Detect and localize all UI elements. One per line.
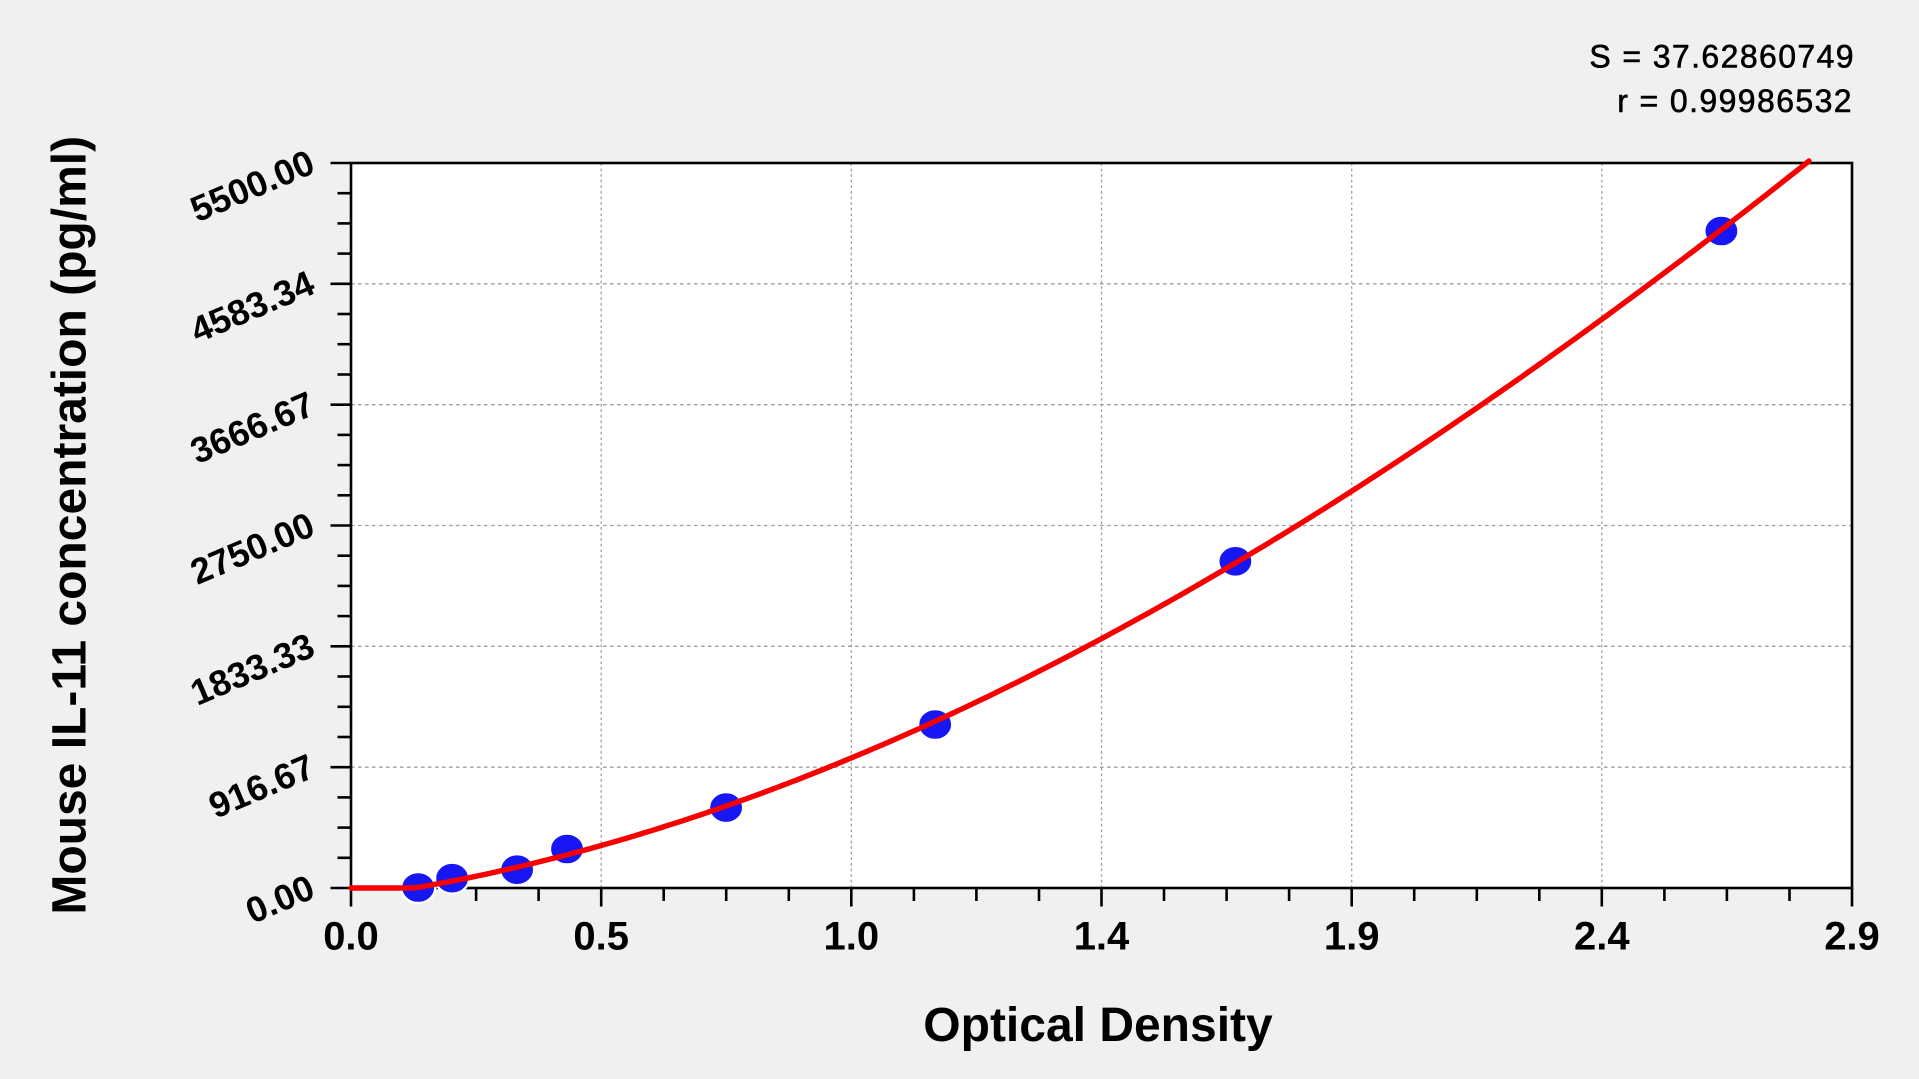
svg-text:Optical Density: Optical Density bbox=[923, 999, 1273, 1052]
svg-text:r = 0.99986532: r = 0.99986532 bbox=[1617, 83, 1853, 119]
svg-text:0.0: 0.0 bbox=[323, 915, 379, 959]
svg-text:2.9: 2.9 bbox=[1824, 915, 1880, 959]
svg-text:0.5: 0.5 bbox=[573, 915, 629, 959]
svg-text:2.4: 2.4 bbox=[1574, 915, 1630, 959]
svg-text:S = 37.62860749: S = 37.62860749 bbox=[1589, 39, 1855, 75]
svg-text:Mouse IL-11 concentration (pg/: Mouse IL-11 concentration (pg/ml) bbox=[44, 136, 97, 915]
svg-text:1.0: 1.0 bbox=[823, 915, 879, 959]
svg-text:1.4: 1.4 bbox=[1074, 915, 1130, 959]
svg-text:1.9: 1.9 bbox=[1324, 915, 1380, 959]
